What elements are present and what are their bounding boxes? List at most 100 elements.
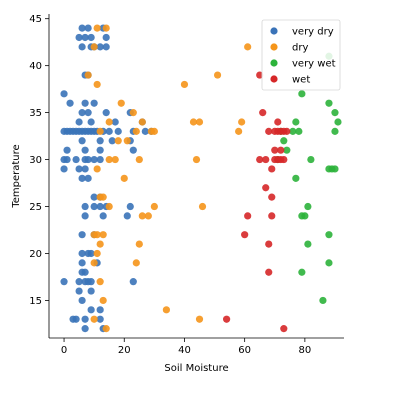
- legend-label: dry: [292, 43, 308, 54]
- point-very-wet: [334, 118, 342, 126]
- point-wet: [280, 325, 288, 333]
- point-very-wet: [298, 268, 306, 276]
- point-dry: [105, 202, 113, 211]
- point-very-dry: [75, 33, 83, 42]
- point-very-dry: [96, 146, 104, 154]
- point-very-wet: [283, 146, 291, 154]
- point-dry: [135, 240, 143, 248]
- point-very-dry: [87, 306, 95, 314]
- point-dry: [123, 137, 131, 145]
- point-dry: [150, 127, 158, 135]
- point-very-wet: [292, 174, 300, 182]
- point-dry: [235, 127, 243, 135]
- point-dry: [96, 127, 104, 135]
- point-very-dry: [78, 109, 86, 117]
- point-very-dry: [69, 315, 77, 323]
- point-dry: [96, 240, 104, 248]
- point-dry: [195, 118, 204, 126]
- y-tick-label: 40: [29, 61, 42, 72]
- point-wet: [277, 146, 285, 154]
- point-very-dry: [108, 137, 116, 145]
- legend-marker: [270, 59, 278, 67]
- point-dry: [195, 315, 204, 323]
- point-very-dry: [81, 33, 89, 42]
- point-very-dry: [75, 165, 83, 173]
- point-very-dry: [90, 155, 98, 164]
- point-dry: [138, 118, 146, 126]
- point-dry: [93, 24, 101, 32]
- point-dry: [129, 109, 137, 117]
- point-very-dry: [111, 118, 119, 126]
- point-very-dry: [105, 127, 113, 135]
- point-very-dry: [78, 231, 86, 239]
- point-very-dry: [96, 202, 104, 211]
- point-very-dry: [63, 146, 71, 154]
- point-very-wet: [331, 165, 339, 173]
- point-dry: [180, 80, 189, 89]
- y-tick-label: 35: [29, 108, 42, 119]
- point-dry: [150, 202, 158, 211]
- point-wet: [271, 146, 279, 154]
- point-very-dry: [90, 99, 98, 107]
- point-very-dry: [126, 202, 134, 211]
- point-wet: [256, 71, 264, 79]
- point-very-wet: [325, 231, 333, 239]
- point-very-dry: [75, 278, 83, 286]
- point-dry: [120, 174, 128, 182]
- ticks-layer: 0 20 40 60 80 15 20 25 30 35 40 45: [29, 14, 311, 356]
- point-very-wet: [301, 212, 309, 220]
- point-very-dry: [129, 278, 137, 286]
- legend: very dry dry very wet wet: [261, 19, 341, 91]
- point-very-wet: [304, 240, 312, 248]
- x-tick-label: 80: [299, 345, 312, 356]
- point-very-dry: [87, 118, 95, 126]
- point-very-dry: [96, 315, 104, 323]
- point-very-dry: [78, 174, 86, 182]
- point-dry: [198, 202, 207, 211]
- y-tick-label: 15: [29, 296, 42, 307]
- point-dry: [96, 278, 104, 286]
- axes-layer: [48, 14, 344, 339]
- point-dry: [213, 71, 222, 79]
- point-very-dry: [63, 155, 71, 164]
- point-very-dry: [84, 155, 92, 164]
- point-very-dry: [87, 249, 95, 258]
- point-wet: [244, 212, 252, 220]
- point-very-dry: [60, 165, 68, 173]
- point-dry: [114, 137, 122, 145]
- point-wet: [265, 127, 273, 135]
- point-very-dry: [60, 278, 68, 286]
- point-very-dry: [78, 259, 86, 267]
- point-very-dry: [81, 99, 89, 107]
- point-dry: [238, 118, 246, 126]
- point-very-dry: [81, 325, 89, 333]
- point-dry: [132, 259, 140, 267]
- point-very-dry: [129, 146, 137, 154]
- y-tick-label: 30: [29, 155, 42, 166]
- point-dry: [93, 165, 101, 173]
- point-dry: [99, 296, 107, 305]
- point-very-dry: [81, 202, 89, 211]
- point-very-dry: [90, 193, 98, 201]
- point-very-dry: [102, 43, 110, 51]
- x-tick-label: 20: [118, 345, 131, 356]
- y-tick-label: 45: [29, 14, 42, 25]
- legend-label: wet: [292, 75, 310, 86]
- legend-marker: [270, 43, 278, 51]
- point-very-dry: [102, 33, 110, 42]
- point-very-dry: [78, 137, 86, 145]
- point-very-wet: [307, 155, 315, 164]
- point-very-wet: [280, 137, 288, 145]
- point-dry: [135, 155, 143, 164]
- point-very-dry: [114, 127, 122, 135]
- legend-marker: [270, 27, 278, 35]
- point-dry: [102, 325, 110, 333]
- point-dry: [144, 212, 152, 220]
- point-wet: [265, 240, 273, 248]
- point-very-dry: [81, 315, 89, 323]
- legend-label: very wet: [292, 59, 336, 70]
- point-very-dry: [78, 24, 86, 32]
- point-very-dry: [81, 165, 89, 173]
- point-dry: [117, 99, 125, 107]
